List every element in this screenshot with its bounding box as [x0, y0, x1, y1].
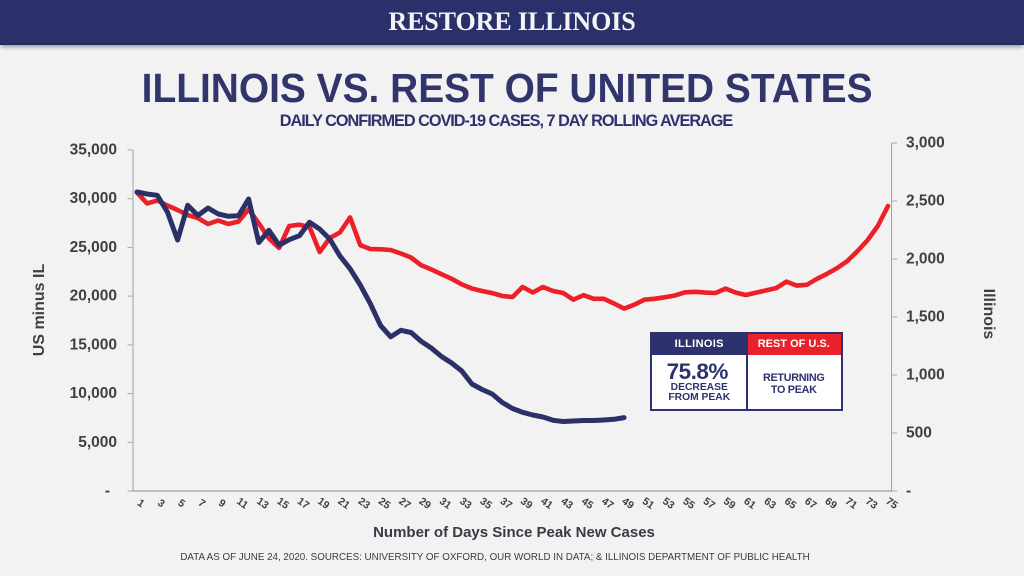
svg-text:29: 29 [417, 495, 434, 512]
svg-text:1: 1 [135, 497, 147, 510]
svg-text:69: 69 [823, 495, 840, 512]
svg-text:-: - [906, 483, 911, 500]
svg-text:49: 49 [620, 495, 637, 512]
svg-text:30,000: 30,000 [70, 190, 117, 207]
svg-text:25,000: 25,000 [70, 239, 117, 256]
svg-text:11: 11 [234, 495, 250, 511]
svg-text:71: 71 [843, 495, 860, 512]
svg-text:23: 23 [356, 495, 373, 512]
svg-text:33: 33 [457, 495, 474, 512]
svg-text:67: 67 [802, 495, 819, 512]
svg-text:43: 43 [559, 495, 576, 512]
svg-text:9: 9 [216, 497, 228, 510]
svg-text:75: 75 [883, 495, 900, 512]
svg-text:25: 25 [376, 495, 393, 512]
svg-text:31: 31 [437, 495, 454, 512]
svg-text:15,000: 15,000 [70, 336, 117, 353]
svg-text:5,000: 5,000 [78, 434, 117, 451]
svg-text:20,000: 20,000 [70, 288, 117, 305]
svg-text:37: 37 [498, 495, 515, 512]
svg-text:65: 65 [782, 495, 799, 512]
svg-text:7: 7 [196, 497, 208, 510]
svg-text:-: - [105, 483, 110, 500]
svg-text:59: 59 [721, 495, 738, 512]
svg-text:45: 45 [579, 495, 596, 512]
svg-text:19: 19 [315, 495, 332, 512]
svg-text:1,000: 1,000 [906, 367, 945, 384]
svg-text:21: 21 [335, 495, 352, 512]
svg-text:53: 53 [660, 495, 677, 512]
svg-text:500: 500 [906, 425, 932, 442]
svg-text:39: 39 [518, 495, 535, 512]
svg-text:35: 35 [478, 495, 495, 512]
svg-text:55: 55 [680, 495, 697, 512]
svg-text:63: 63 [762, 495, 779, 512]
svg-text:2,500: 2,500 [906, 193, 945, 210]
svg-text:47: 47 [599, 495, 616, 512]
svg-text:1,500: 1,500 [906, 309, 945, 326]
svg-text:41: 41 [538, 495, 555, 512]
svg-text:35,000: 35,000 [70, 142, 117, 159]
svg-text:73: 73 [863, 495, 880, 512]
svg-text:15: 15 [275, 495, 292, 512]
svg-text:27: 27 [396, 495, 413, 512]
svg-text:3,000: 3,000 [906, 135, 945, 152]
svg-text:10,000: 10,000 [70, 385, 117, 402]
svg-text:17: 17 [295, 495, 312, 512]
svg-text:51: 51 [640, 495, 657, 512]
svg-text:2,000: 2,000 [906, 251, 945, 268]
svg-text:57: 57 [701, 495, 718, 512]
svg-text:61: 61 [741, 495, 758, 512]
svg-text:5: 5 [175, 497, 187, 510]
svg-text:13: 13 [254, 495, 271, 512]
svg-text:Illinois: Illinois [980, 289, 997, 340]
svg-text:3: 3 [155, 497, 167, 510]
svg-text:US minus IL: US minus IL [31, 264, 48, 357]
